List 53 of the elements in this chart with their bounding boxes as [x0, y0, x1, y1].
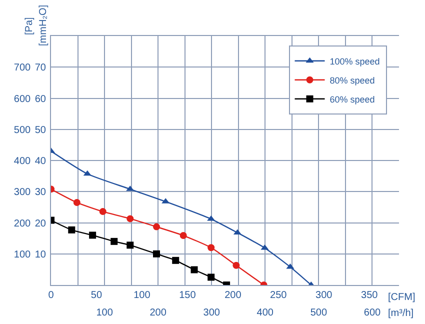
point [153, 223, 160, 230]
point [110, 238, 118, 245]
y-tick-label: 400 [14, 156, 32, 167]
point [190, 266, 198, 274]
y2-tick-label: 70 [34, 62, 46, 74]
x-tick-label: 350 [361, 290, 378, 301]
point [126, 242, 134, 249]
point [153, 250, 160, 258]
y2-tick-label: 60 [34, 94, 46, 105]
y2-tick-label: 20 [34, 218, 46, 230]
point [208, 244, 215, 252]
x-tick-label: 100 [134, 290, 151, 301]
x-axis-title: [CFM] [388, 292, 416, 303]
point [208, 274, 215, 281]
y-tick-label: 100 [14, 249, 32, 260]
x2-axis-title: [m³/h] [388, 308, 414, 319]
y2-axis-title: [mmH₂O] [38, 4, 49, 46]
x-tick-label: 300 [316, 290, 333, 301]
x2-tick-label: 600 [364, 308, 382, 319]
y-tick-label: 500 [14, 124, 32, 136]
x-tick-label: 50 [90, 290, 102, 301]
x-tick-label: 250 [270, 290, 288, 301]
legend-label: 80% speed [330, 75, 375, 86]
y-tick-label: 700 [14, 62, 32, 74]
point [68, 226, 76, 234]
y2-tick-label: 30 [34, 187, 46, 198]
point [73, 199, 80, 206]
y2-tick-label: 40 [34, 156, 46, 167]
y-axis-title: [Pa] [24, 16, 35, 35]
legend-label: 60% speed [330, 94, 375, 104]
point [126, 215, 134, 222]
x2-tick-label: 200 [150, 308, 167, 319]
x2-tick-label: 100 [96, 308, 114, 319]
x-tick-label: 200 [224, 290, 242, 301]
x2-tick-label: 300 [203, 308, 220, 319]
point [172, 256, 180, 264]
legend-label: 100% speed [330, 56, 380, 66]
x2-tick-label: 400 [256, 308, 274, 319]
x-tick-label: 150 [179, 290, 196, 301]
y2-tick-label: 50 [34, 124, 46, 136]
point [260, 244, 269, 250]
point [83, 170, 92, 176]
point [286, 263, 294, 269]
point [180, 232, 187, 240]
point [99, 208, 106, 216]
x2-tick-label: 500 [310, 308, 328, 319]
y-tick-label: 200 [14, 218, 32, 230]
point [232, 262, 240, 269]
y-tick-label: 300 [14, 187, 32, 198]
point [89, 232, 96, 239]
y2-tick-label: 10 [34, 249, 46, 260]
x-tick-label: 0 [48, 290, 54, 301]
y-tick-label: 600 [14, 94, 32, 105]
